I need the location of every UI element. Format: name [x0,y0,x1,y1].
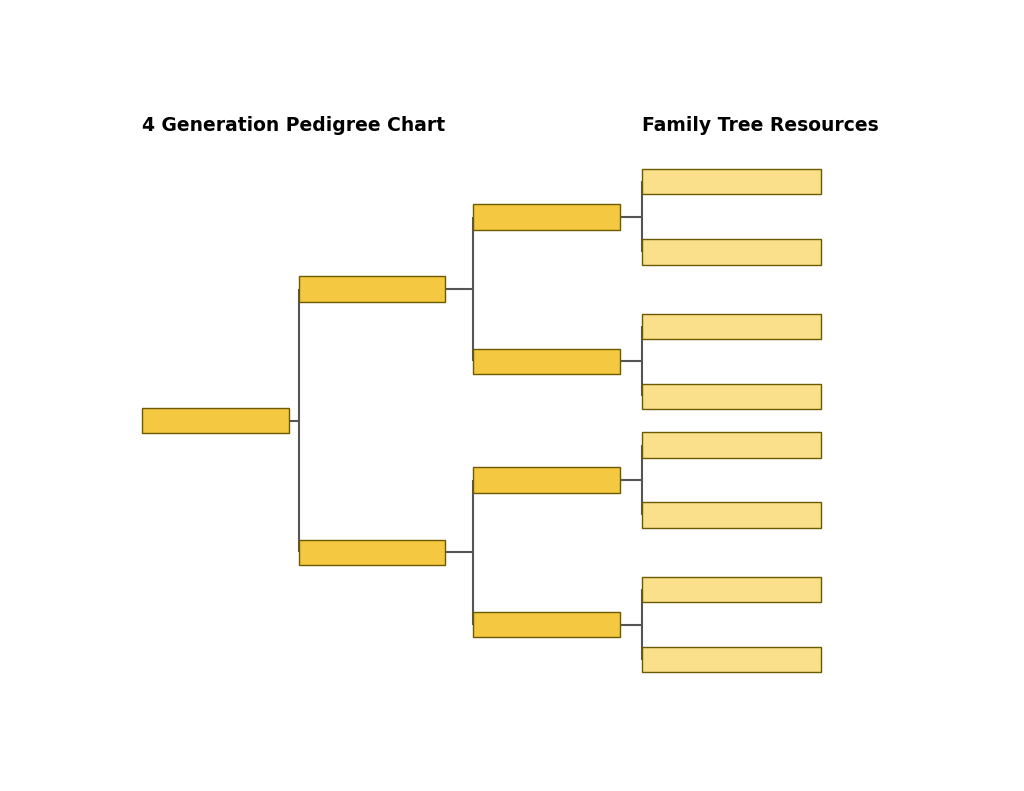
Bar [299,276,445,302]
Bar [642,384,821,409]
Bar [473,611,621,638]
Bar [642,168,821,195]
Bar [642,433,821,458]
Text: 4 Generation Pedigree Chart: 4 Generation Pedigree Chart [142,116,445,135]
Bar [642,577,821,602]
Bar [642,647,821,672]
Bar [473,204,621,229]
Text: Family Tree Resources: Family Tree Resources [642,116,879,135]
Bar [642,313,821,339]
Bar [642,502,821,528]
Bar [642,239,821,265]
Bar [473,349,621,374]
Bar [299,539,445,565]
Bar [473,467,621,493]
Bar [142,408,289,433]
